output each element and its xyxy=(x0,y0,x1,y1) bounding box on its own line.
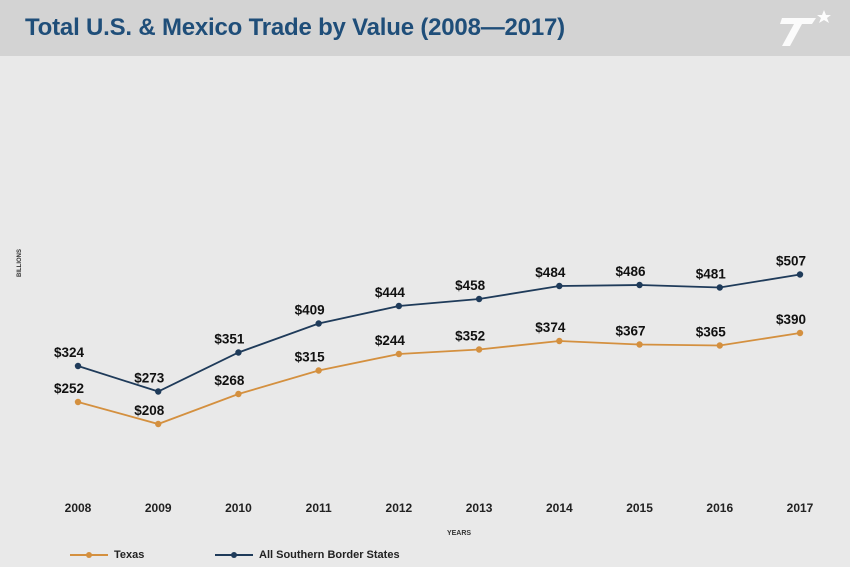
data-point-texas xyxy=(315,367,322,374)
legend-swatch-texas xyxy=(70,549,108,561)
legend-label-border-states: All Southern Border States xyxy=(259,549,400,561)
data-point-texas xyxy=(155,420,162,428)
data-point-border-states xyxy=(315,320,322,327)
x-tick-label: 2008 xyxy=(65,501,92,515)
data-label-border-states: $486 xyxy=(616,264,647,279)
data-point-texas xyxy=(74,398,82,406)
data-label-texas: $365 xyxy=(696,325,727,340)
x-tick-label: 2013 xyxy=(466,501,493,515)
data-label-border-states: $273 xyxy=(134,371,165,386)
data-point-border-states xyxy=(235,349,242,356)
x-tick-label: 2016 xyxy=(706,501,733,515)
data-label-border-states: $409 xyxy=(295,303,325,318)
data-label-border-states: $444 xyxy=(375,285,406,300)
x-tick-label: 2012 xyxy=(386,501,413,515)
data-point-border-states xyxy=(395,302,403,310)
data-label-texas: $268 xyxy=(214,373,245,388)
data-label-border-states: $484 xyxy=(535,265,566,280)
data-point-texas xyxy=(475,346,483,353)
line-chart: BILLIONS 2008 2009 2010 2011 2012 2013 2014 2015… xyxy=(17,249,814,537)
data-label-texas: $367 xyxy=(616,324,646,339)
data-point-border-states xyxy=(796,271,804,278)
chart-title: Total U.S. & Mexico Trade by Value (2008… xyxy=(25,14,565,41)
data-label-texas: $315 xyxy=(295,350,326,365)
data-label-border-states: $458 xyxy=(455,278,486,293)
data-point-border-states xyxy=(716,284,723,291)
y-axis-label: BILLIONS xyxy=(17,249,23,277)
x-tick-label: 2011 xyxy=(306,501,332,515)
legend-item-border-states: All Southern Border States xyxy=(215,546,400,564)
texas-star-logo-icon xyxy=(780,10,831,46)
x-axis-label: YEARS xyxy=(447,530,471,537)
data-label-border-states: $324 xyxy=(54,345,85,360)
x-tick-label: 2009 xyxy=(145,501,172,515)
data-point-border-states xyxy=(155,388,162,395)
data-point-texas xyxy=(636,341,643,348)
data-label-texas: $252 xyxy=(54,381,84,396)
data-point-border-states xyxy=(475,295,483,303)
data-label-border-states: $481 xyxy=(696,267,727,282)
data-point-texas xyxy=(395,350,403,358)
x-tick-label: 2014 xyxy=(546,501,573,515)
data-point-texas xyxy=(235,390,242,398)
header-bar: Total U.S. & Mexico Trade by Value (2008… xyxy=(0,0,850,56)
data-label-texas: $208 xyxy=(134,403,165,418)
data-point-texas xyxy=(796,329,804,337)
x-tick-label: 2015 xyxy=(626,501,653,515)
legend-item-texas: Texas xyxy=(70,546,144,564)
data-label-border-states: $507 xyxy=(776,254,806,269)
data-point-border-states xyxy=(74,362,82,370)
legend-swatch-border-states xyxy=(215,549,253,561)
data-point-border-states xyxy=(636,281,643,289)
data-label-border-states: $351 xyxy=(214,332,245,347)
data-label-texas: $374 xyxy=(535,320,566,335)
series-line-texas xyxy=(77,332,801,425)
series-line-border-states xyxy=(77,273,801,393)
data-label-texas: $390 xyxy=(776,312,806,327)
x-tick-label: 2017 xyxy=(787,501,814,515)
legend-label-texas: Texas xyxy=(114,549,145,561)
data-point-texas xyxy=(556,337,563,345)
data-label-texas: $244 xyxy=(375,333,406,348)
data-label-texas: $352 xyxy=(455,329,485,344)
data-point-border-states xyxy=(556,282,563,290)
data-point-texas xyxy=(716,342,723,349)
x-tick-label: 2010 xyxy=(225,501,252,515)
